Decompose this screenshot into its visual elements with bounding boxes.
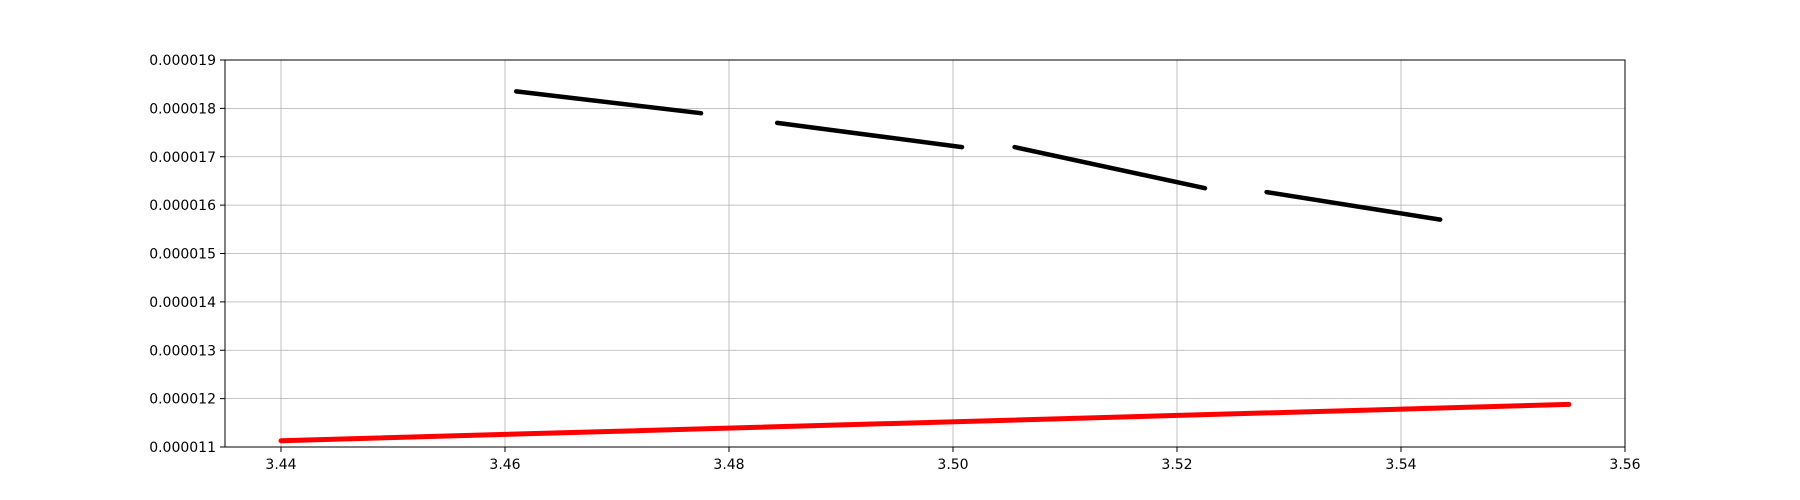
grid bbox=[225, 59, 1626, 448]
y-tick-label: 0.000019 bbox=[149, 53, 216, 69]
ticks: 3.44 3.46 3.48 3.50 3.52 3.54 3.56 0.000011 0.00… bbox=[149, 53, 1640, 473]
x-tick-label: 3.50 bbox=[937, 457, 968, 473]
series-1-segment bbox=[774, 120, 965, 150]
series-0-segment bbox=[278, 401, 1572, 444]
x-tick-label: 3.44 bbox=[265, 457, 296, 473]
y-tick-label: 0.000013 bbox=[149, 343, 216, 359]
x-tick-label: 3.56 bbox=[1609, 457, 1640, 473]
x-tick-label: 3.52 bbox=[1161, 457, 1192, 473]
x-tick-label: 3.54 bbox=[1385, 457, 1416, 473]
y-tick-label: 0.000012 bbox=[149, 392, 216, 408]
y-tick-label: 0.000016 bbox=[149, 198, 216, 214]
y-tick-label: 0.000014 bbox=[149, 295, 216, 311]
y-tick-label: 0.000015 bbox=[149, 247, 216, 263]
series-1-segment bbox=[513, 89, 704, 116]
series-layer bbox=[278, 89, 1572, 444]
x-tick-label: 3.48 bbox=[713, 457, 744, 473]
y-tick-label: 0.000018 bbox=[149, 101, 216, 117]
y-tick-label: 0.000011 bbox=[149, 440, 216, 456]
x-tick-label: 3.46 bbox=[489, 457, 520, 473]
y-tick-label: 0.000017 bbox=[149, 150, 216, 166]
series-1-segment bbox=[1012, 144, 1208, 191]
series-1-segment bbox=[1264, 189, 1443, 222]
